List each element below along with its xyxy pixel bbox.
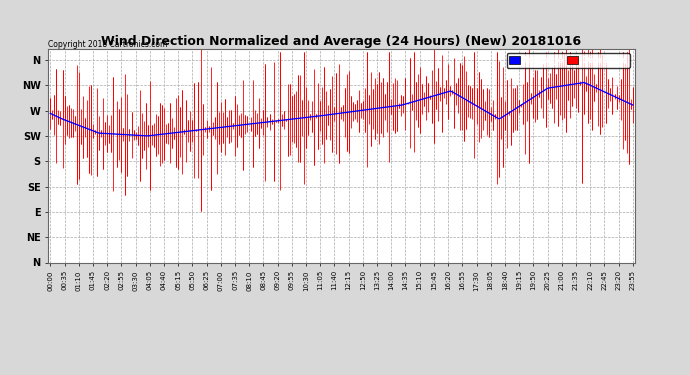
Text: Copyright 2018 Cartronics.com: Copyright 2018 Cartronics.com <box>48 40 168 49</box>
Title: Wind Direction Normalized and Average (24 Hours) (New) 20181016: Wind Direction Normalized and Average (2… <box>101 34 582 48</box>
Legend: Average, Direction: Average, Direction <box>506 53 630 68</box>
